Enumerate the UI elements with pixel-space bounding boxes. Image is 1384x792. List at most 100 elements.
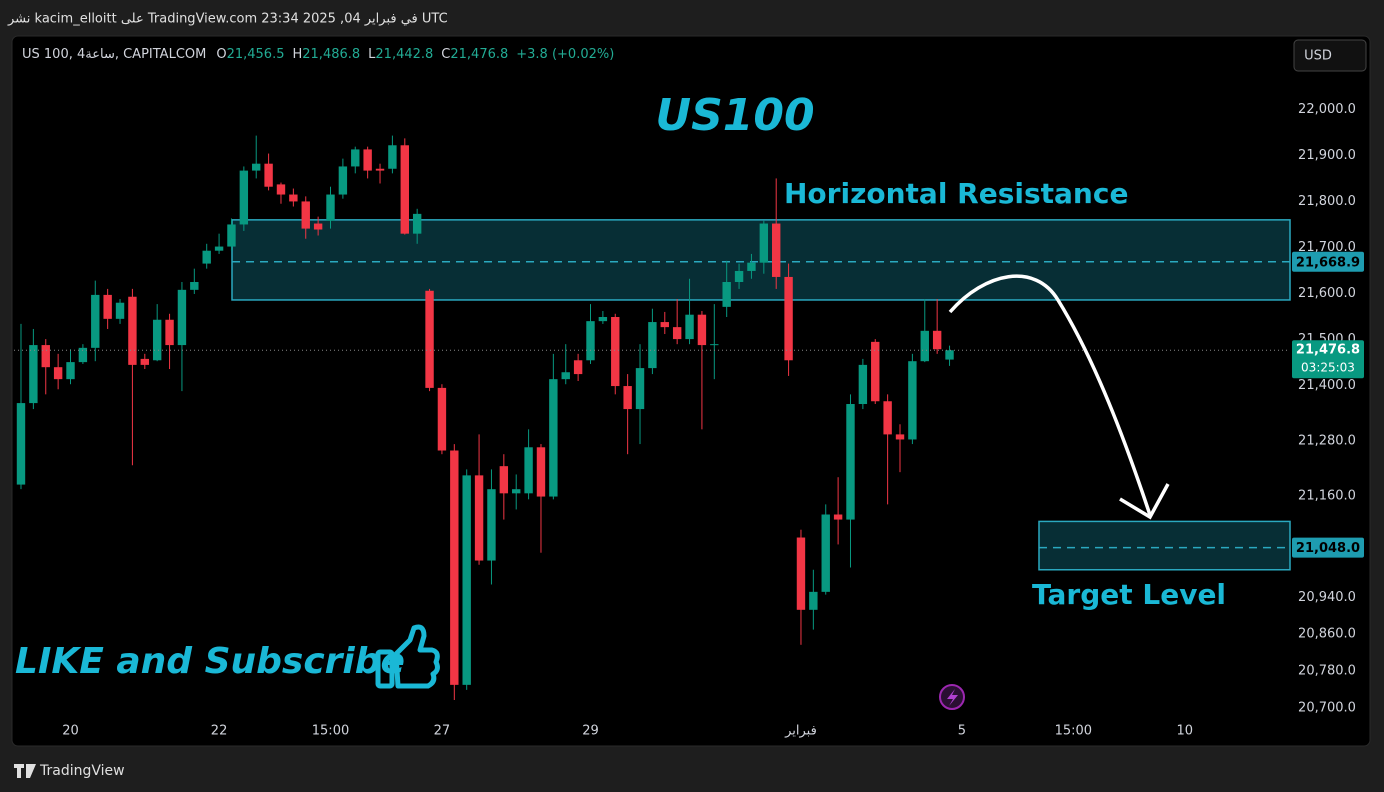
candle-body [573, 360, 583, 375]
candle-body [338, 166, 348, 195]
ohlc-value: 21,456.5 [227, 47, 285, 62]
ohlc-key: L [368, 47, 376, 62]
candle-body [747, 262, 756, 271]
candle-body [722, 282, 731, 307]
candle-body [66, 362, 75, 380]
change: +3.8 (+0.02%) [516, 47, 614, 62]
price-label: 21,668.9 [1296, 255, 1360, 270]
candle-body [313, 223, 323, 230]
candle-body [536, 447, 546, 497]
target-annotation: Target Level [1032, 578, 1226, 611]
candle-body [772, 223, 781, 277]
candle-body [227, 224, 236, 247]
x-tick-label: 29 [582, 724, 599, 739]
candle-body [140, 358, 149, 365]
candle-body [363, 149, 372, 171]
candle-body [252, 163, 261, 171]
candle-body [499, 466, 509, 494]
price-label-box [1292, 251, 1364, 272]
resistance-annotation: Horizontal Resistance [784, 177, 1128, 210]
candle-body [623, 386, 632, 410]
candle-body [264, 163, 273, 187]
last-price-box [1292, 340, 1364, 379]
x-tick-label: 22 [211, 724, 228, 739]
candle-body [846, 404, 855, 520]
price-label-box [1292, 537, 1364, 558]
ohlc-value: 21,486.8 [302, 47, 360, 62]
candle-body [871, 341, 880, 402]
candle-body [388, 145, 397, 169]
candle-body [351, 149, 360, 167]
candle-body [512, 489, 521, 494]
candle-body [29, 345, 38, 404]
candle-body [412, 213, 422, 234]
x-tick-label: 20 [62, 724, 79, 739]
candle-body [759, 223, 769, 263]
candle-body [635, 368, 645, 410]
candle-body [858, 364, 868, 405]
candle-body [833, 514, 843, 520]
x-tick-label: 5 [958, 724, 966, 739]
thumbs-up-icon [375, 624, 440, 689]
candle-body [128, 296, 137, 365]
candle-body [549, 379, 558, 497]
currency[interactable]: USD [1304, 49, 1332, 64]
candle-body [375, 168, 385, 171]
chart-panel [11, 35, 1371, 747]
candle-body [920, 330, 929, 362]
y-tick-label: 21,700.0 [1298, 240, 1356, 255]
candle-body [425, 290, 434, 388]
candle-body [214, 246, 224, 251]
candle-body [796, 537, 806, 610]
cta-annotation: LIKE and Subscribe [15, 641, 405, 682]
candle-body [474, 475, 484, 561]
ohlc-key: C [441, 47, 450, 62]
bar-countdown: 03:25:03 [1301, 361, 1355, 375]
candle-body [202, 250, 211, 264]
candle-body [685, 314, 694, 340]
candle-body [487, 489, 496, 561]
candle-body [400, 145, 409, 234]
y-tick-label: 21,800.0 [1298, 194, 1356, 209]
ohlc-value: 21,476.8 [450, 47, 508, 62]
candle-body [177, 289, 187, 346]
currency-button[interactable] [1293, 39, 1367, 72]
candle-body [710, 344, 719, 346]
y-tick-label: 22,000.0 [1298, 102, 1356, 117]
y-tick-label: 20,700.0 [1298, 700, 1356, 715]
candle-body [883, 401, 892, 435]
candle-body [437, 387, 447, 451]
candle-body [809, 591, 818, 610]
y-tick-label: 21,280.0 [1298, 433, 1356, 448]
plot [14, 135, 1291, 701]
symbol-legend: US 100, 4ساعة, CAPITALCOM O21,456.5 H21,48… [22, 47, 614, 62]
y-tick-label: 20,780.0 [1298, 664, 1356, 679]
candle-body [190, 282, 199, 290]
y-tick-label: 21,600.0 [1298, 286, 1356, 301]
published-line: نشر kacim_elloitt على TradingView.com 23… [7, 12, 448, 27]
alert-bolt [947, 689, 958, 706]
ohlc-value: 21,442.8 [375, 47, 433, 62]
candle-body [648, 322, 657, 369]
x-tick-label: 15:00 [312, 724, 349, 739]
candle-body [672, 327, 682, 340]
x-tick-label: 10 [1176, 724, 1193, 739]
x-tick-label: 27 [434, 724, 451, 739]
brand-name: TradingView [39, 763, 125, 779]
candle-body [91, 294, 100, 348]
candle-body [276, 184, 286, 195]
candle-body [561, 372, 570, 380]
candle-body [78, 347, 88, 363]
candle-body [611, 316, 620, 387]
symbol: US 100, 4ساعة, CAPITALCOM [22, 47, 206, 62]
candle-body [598, 316, 608, 322]
y-tick-label: 21,400.0 [1298, 378, 1356, 393]
candle-body [734, 270, 744, 283]
candle-body [586, 321, 595, 361]
candle-body [450, 450, 459, 685]
candle-body [41, 345, 50, 368]
price-label: 21,048.0 [1296, 541, 1360, 556]
candle-body [165, 319, 174, 346]
chart-title: US100 [655, 90, 814, 141]
